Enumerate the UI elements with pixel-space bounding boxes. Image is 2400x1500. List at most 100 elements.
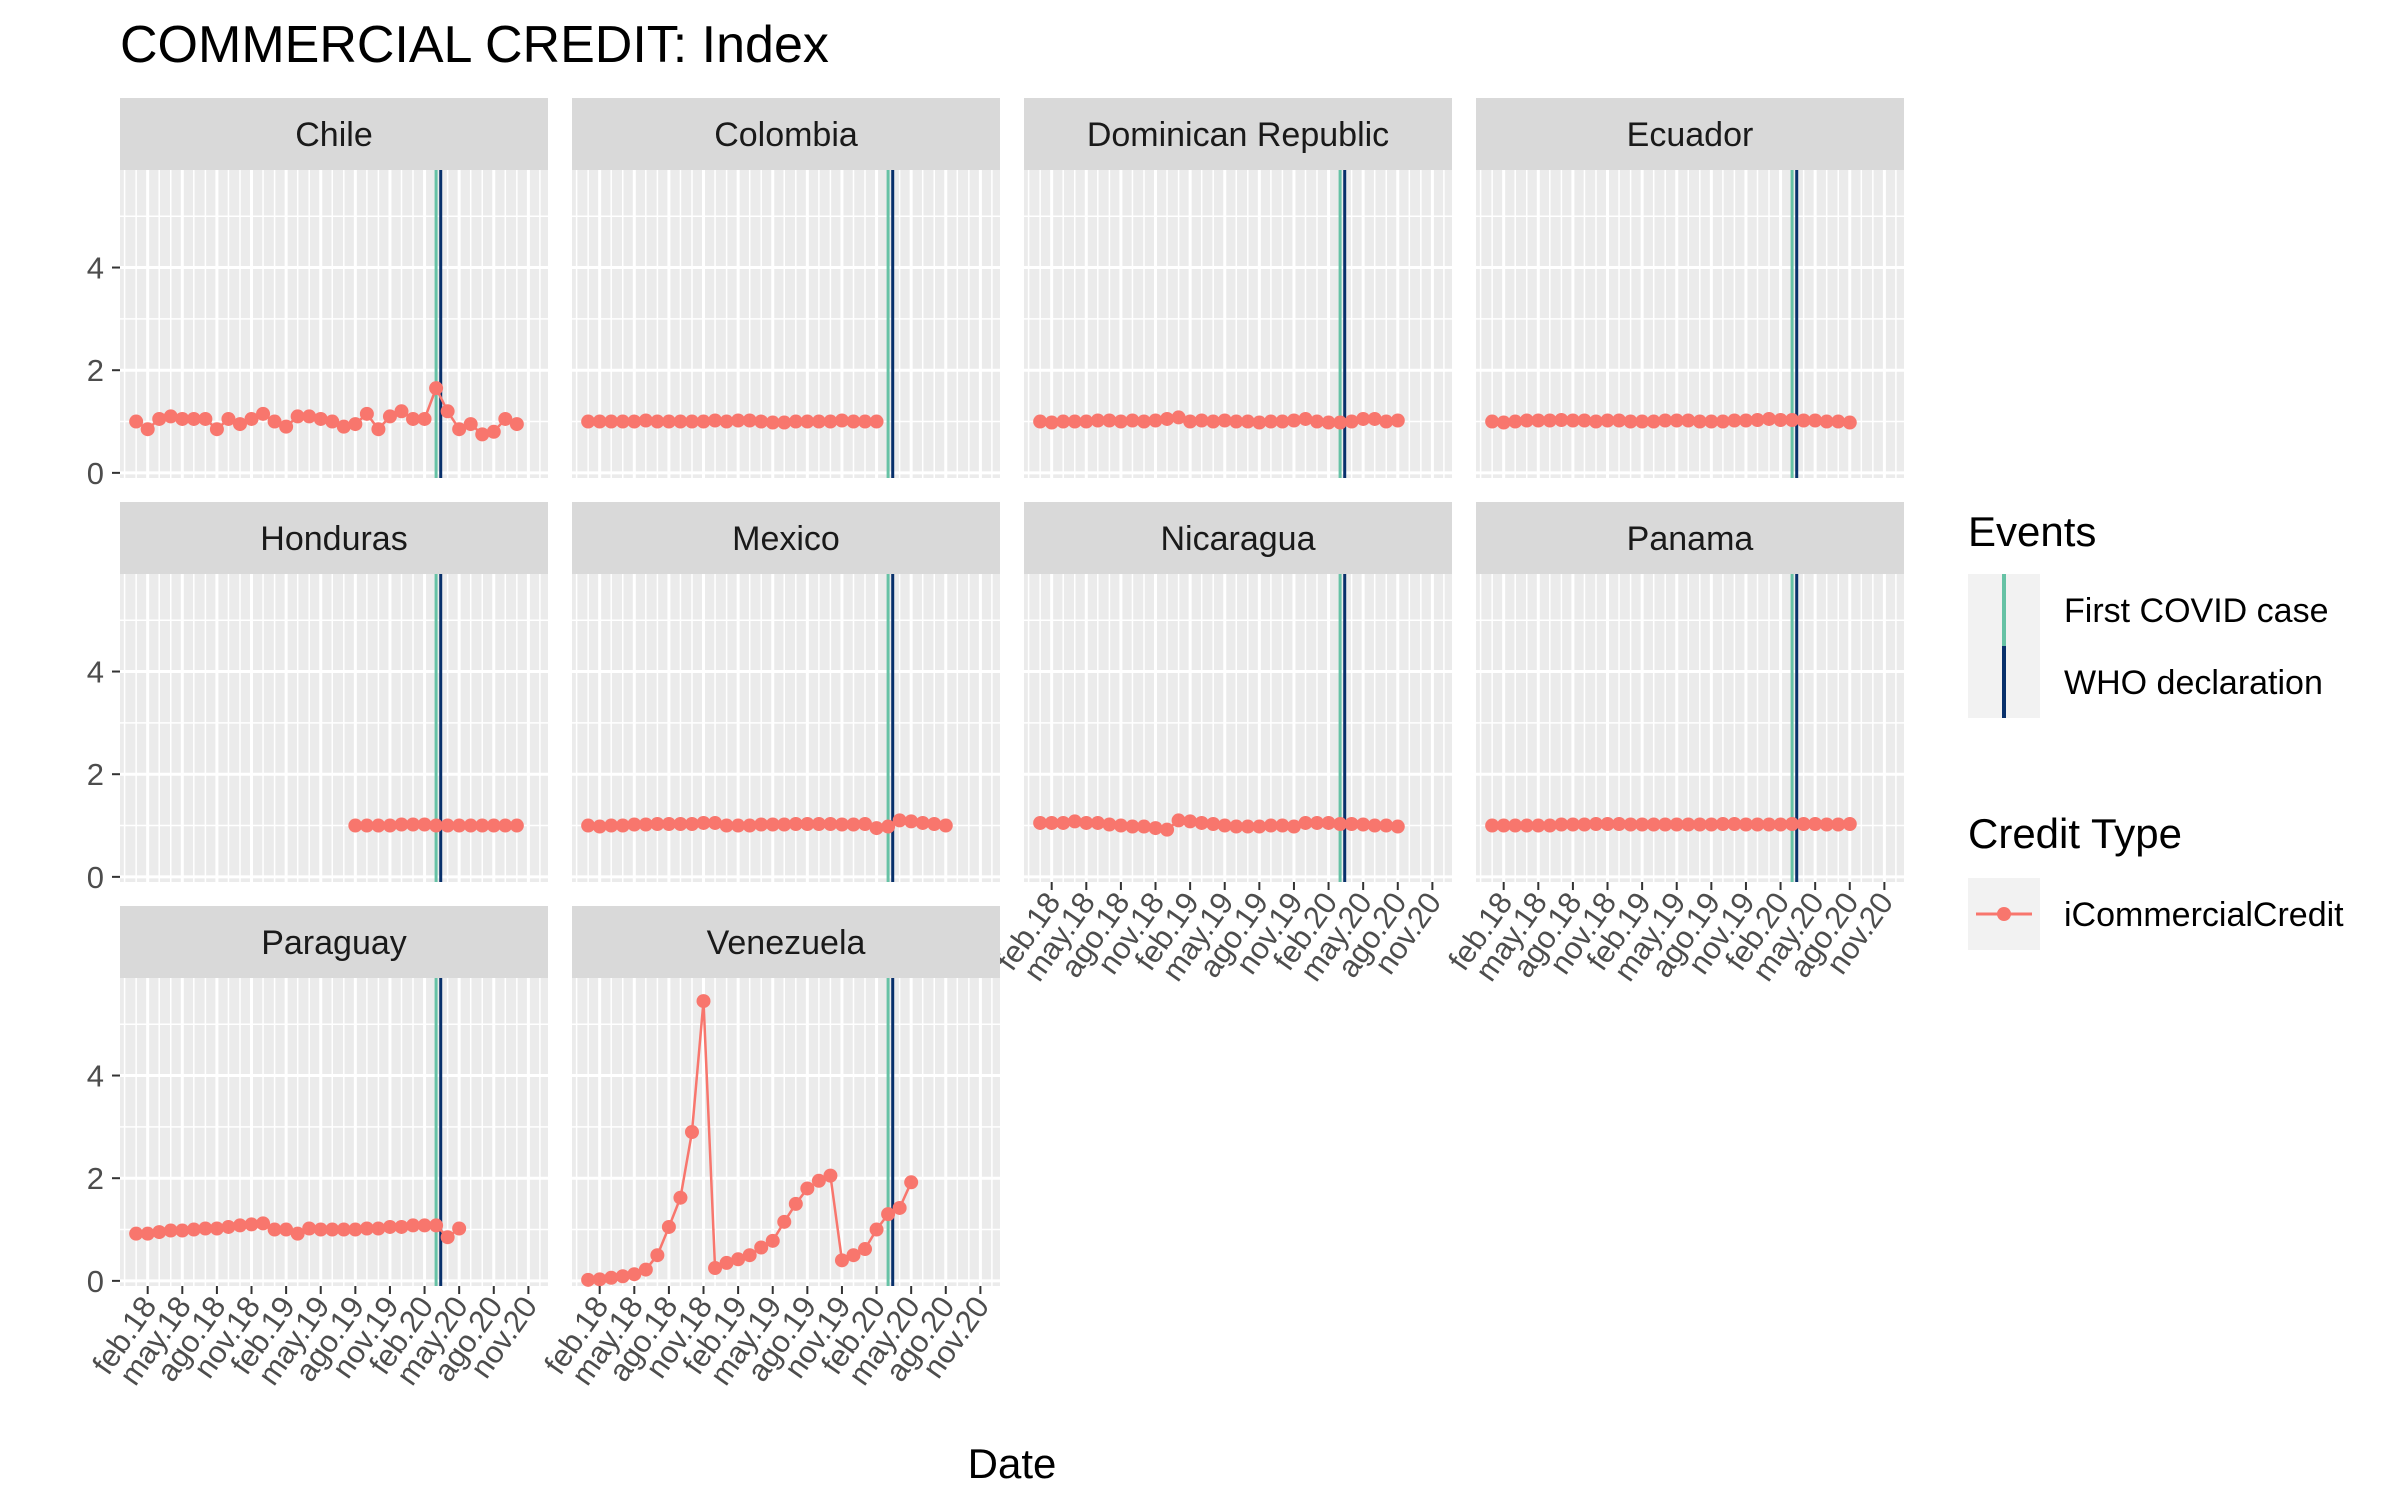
data-point-paraguay: [417, 1218, 432, 1233]
data-point-mexico: [869, 821, 884, 836]
data-point-dominican-republic: [1090, 413, 1105, 428]
data-point-venezuela: [742, 1248, 757, 1263]
data-point-panama: [1831, 817, 1846, 832]
data-point-panama: [1808, 816, 1823, 831]
x-axis-title: Date: [968, 1440, 1057, 1487]
data-point-panama: [1842, 816, 1857, 831]
chart-title: COMMERCIAL CREDIT: Index: [120, 16, 829, 74]
data-point-dominican-republic: [1056, 414, 1071, 429]
data-point-chile: [336, 419, 351, 434]
data-point-venezuela: [615, 1269, 630, 1284]
data-point-venezuela: [823, 1168, 838, 1183]
facet-label-dominican-republic: Dominican Republic: [1087, 116, 1389, 154]
data-point-chile: [371, 422, 386, 437]
data-point-honduras: [440, 818, 455, 833]
data-point-mexico: [915, 815, 930, 830]
data-point-ecuador: [1669, 413, 1684, 428]
data-point-colombia: [765, 415, 780, 430]
data-point-paraguay: [129, 1226, 144, 1241]
data-point-colombia: [696, 414, 711, 429]
facet-label-honduras: Honduras: [260, 520, 407, 558]
facet-strip-dominican-republic: [1024, 98, 1452, 170]
data-point-mexico: [938, 818, 953, 833]
data-point-mexico: [765, 817, 780, 832]
data-point-honduras: [359, 818, 374, 833]
data-point-chile: [498, 411, 513, 426]
data-point-paraguay: [152, 1225, 167, 1240]
data-point-nicaragua: [1344, 816, 1359, 831]
data-point-chile: [313, 411, 328, 426]
data-point-venezuela: [765, 1233, 780, 1248]
data-point-venezuela: [627, 1267, 642, 1282]
y-tick-label: 2: [87, 757, 104, 792]
data-point-paraguay: [244, 1217, 259, 1232]
data-point-panama: [1785, 816, 1800, 831]
plot-background-honduras: [120, 574, 548, 882]
facet-label-nicaragua: Nicaragua: [1161, 520, 1316, 558]
data-point-chile: [140, 422, 155, 437]
data-point-panama: [1508, 818, 1523, 833]
data-point-colombia: [788, 414, 803, 429]
data-point-colombia: [638, 413, 653, 428]
data-point-paraguay: [279, 1222, 294, 1237]
data-point-nicaragua: [1217, 818, 1232, 833]
data-point-venezuela: [800, 1181, 815, 1196]
data-point-ecuador: [1762, 411, 1777, 426]
data-point-paraguay: [232, 1218, 247, 1233]
facet-panama: Panamafeb.18may.18ago.18nov.18feb.19may.…: [1441, 502, 1904, 987]
data-point-nicaragua: [1113, 818, 1128, 833]
facet-strip-ecuador: [1476, 98, 1904, 170]
data-point-nicaragua: [1298, 815, 1313, 830]
data-point-mexico: [811, 816, 826, 831]
data-point-honduras: [417, 817, 432, 832]
data-point-dominican-republic: [1252, 415, 1267, 430]
data-point-nicaragua: [1079, 815, 1094, 830]
data-point-venezuela: [696, 994, 711, 1009]
data-point-nicaragua: [1171, 813, 1186, 828]
facet-nicaragua: Nicaraguafeb.18may.18ago.18nov.18feb.19m…: [989, 502, 1452, 987]
data-point-chile: [452, 422, 467, 437]
data-point-ecuador: [1681, 413, 1696, 428]
data-point-chile: [244, 411, 259, 426]
data-point-chile: [152, 411, 167, 426]
data-point-mexico: [627, 817, 642, 832]
data-point-nicaragua: [1390, 819, 1405, 834]
data-point-dominican-republic: [1171, 410, 1186, 425]
data-point-mexico: [719, 818, 734, 833]
data-point-nicaragua: [1102, 817, 1117, 832]
data-point-ecuador: [1623, 414, 1638, 429]
data-point-chile: [302, 409, 317, 424]
data-point-venezuela: [592, 1272, 607, 1287]
data-point-venezuela: [638, 1262, 653, 1277]
data-point-ecuador: [1842, 415, 1857, 430]
data-point-nicaragua: [1229, 819, 1244, 834]
data-point-panama: [1692, 817, 1707, 832]
data-point-venezuela: [892, 1200, 907, 1215]
data-point-mexico: [904, 814, 919, 829]
data-point-nicaragua: [1033, 815, 1048, 830]
data-point-colombia: [581, 414, 596, 429]
data-point-paraguay: [348, 1222, 363, 1237]
data-point-panama: [1588, 816, 1603, 831]
data-point-dominican-republic: [1321, 415, 1336, 430]
data-point-dominican-republic: [1194, 413, 1209, 428]
facet-chile: Chile 0 2 4: [87, 98, 548, 491]
data-point-ecuador: [1496, 415, 1511, 430]
facet-venezuela: Venezuelafeb.18may.18ago.18nov.18feb.19m…: [537, 906, 1000, 1391]
data-point-ecuador: [1715, 414, 1730, 429]
data-point-paraguay: [186, 1222, 201, 1237]
data-point-nicaragua: [1367, 818, 1382, 833]
data-point-ecuador: [1577, 413, 1592, 428]
data-point-venezuela: [581, 1272, 596, 1287]
data-point-honduras: [371, 818, 386, 833]
data-point-chile: [209, 422, 224, 437]
data-point-chile: [267, 414, 282, 429]
data-point-mexico: [881, 819, 896, 834]
data-point-paraguay: [382, 1219, 397, 1234]
data-point-ecuador: [1727, 413, 1742, 428]
data-point-paraguay: [452, 1221, 467, 1236]
data-point-ecuador: [1808, 413, 1823, 428]
data-point-ecuador: [1508, 414, 1523, 429]
data-point-nicaragua: [1275, 818, 1290, 833]
